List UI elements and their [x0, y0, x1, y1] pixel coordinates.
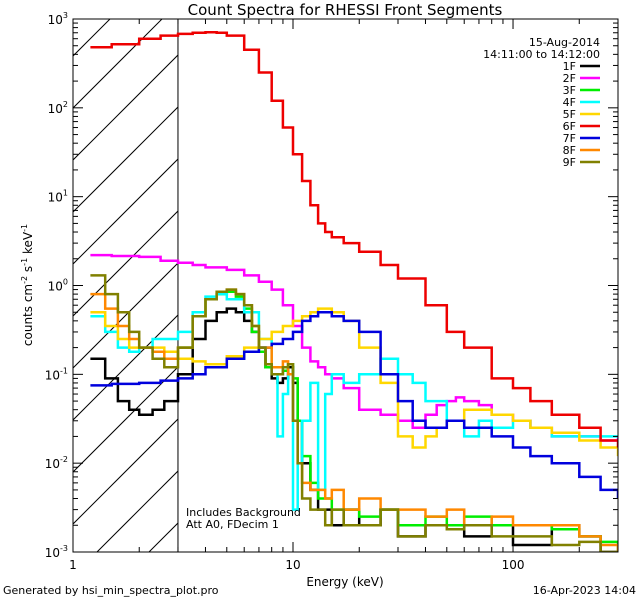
hatch-line: [73, 19, 163, 109]
x-tick-label: 100: [502, 558, 525, 572]
annotation-attenuator: Att A0, FDecim 1: [186, 518, 279, 531]
legend-label-7F: 7F: [563, 132, 576, 145]
footer-timestamp: 16-Apr-2023 14:04: [533, 584, 636, 597]
y-label-exp3: -1: [20, 224, 29, 232]
hatch-line: [73, 54, 178, 161]
y-label-s: s: [21, 266, 35, 276]
series-line-6F: [90, 30, 618, 448]
y-axis-label: counts cm-2 s-1 keV-1: [20, 224, 35, 346]
y-axis-ticks: 10-3 10-2 10-1 100 101 102 103: [45, 11, 618, 560]
legend-label-8F: 8F: [563, 144, 576, 157]
legend-label-4F: 4F: [563, 96, 576, 109]
annotation-background: Includes Background: [186, 506, 301, 519]
hatch-line: [73, 366, 178, 473]
hatch-line: [73, 418, 178, 525]
x-tick-label: 10: [285, 558, 300, 572]
series-line-8F: [90, 288, 618, 552]
series-line-1F: [90, 307, 618, 552]
y-tick-label: 10-2: [45, 455, 68, 471]
attenuator-hatch-region: [0, 0, 178, 552]
y-label-exp1: -2: [20, 276, 29, 284]
y-tick-label: 10-3: [45, 544, 68, 560]
hatch-line: [73, 158, 178, 265]
x-tick-label: 1: [69, 558, 77, 572]
chart-title: Count Spectra for RHESSI Front Segments: [188, 1, 503, 19]
y-tick-label: 100: [48, 278, 68, 294]
legend-label-2F: 2F: [563, 72, 576, 85]
y-label-kev: keV: [21, 231, 35, 258]
series-line-7F: [90, 310, 618, 499]
y-tick-label: 10-1: [45, 366, 68, 382]
y-label-exp2: -1: [20, 258, 29, 266]
plot-frame: [72, 18, 619, 553]
x-axis-ticks: 1 10 100: [69, 19, 619, 572]
legend-label-1F: 1F: [563, 60, 576, 73]
y-tick-label: 103: [48, 11, 68, 27]
time-range-label: 14:11:00 to 14:12:00: [483, 48, 600, 61]
date-label: 15-Aug-2014: [529, 36, 600, 49]
series-lines: [90, 30, 618, 552]
y-tick-label: 101: [48, 189, 68, 205]
y-tick-label: 102: [48, 100, 68, 116]
hatch-line: [0, 0, 73, 552]
legend-label-3F: 3F: [563, 84, 576, 97]
legend-label-6F: 6F: [563, 120, 576, 133]
hatch-line: [73, 19, 111, 57]
legend-label-9F: 9F: [563, 156, 576, 169]
x-axis-label: Energy (keV): [306, 575, 383, 589]
series-line-2F: [90, 253, 618, 442]
footer-generated-by: Generated by hsi_min_spectra_plot.pro: [3, 584, 219, 597]
series-line-9F: [90, 274, 618, 552]
hatch-line: [73, 210, 178, 317]
y-label-base: counts cm: [21, 284, 35, 346]
legend-label-5F: 5F: [563, 108, 576, 121]
